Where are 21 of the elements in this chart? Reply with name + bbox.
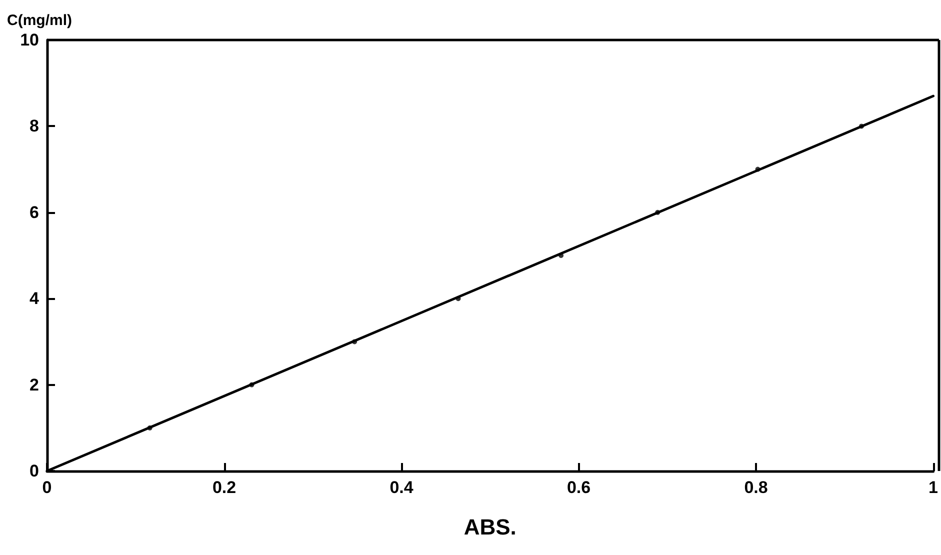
point (352, 339, 358, 344)
point (858, 124, 864, 129)
x-tick-label: 0.6 (566, 478, 591, 497)
point (755, 166, 760, 172)
y-tick-label: 0 (30, 462, 39, 480)
x-tick-label: 0.4 (390, 478, 414, 497)
y-tick-label: 6 (30, 202, 39, 222)
y-tick-label: 8 (30, 116, 39, 136)
y-tick-label: 4 (30, 289, 40, 308)
point (147, 425, 152, 430)
x-tick-label: 0 (42, 478, 52, 497)
x-tick-label: 1 (928, 478, 938, 497)
y-axis-title: C(mg/ml) (7, 12, 72, 29)
x-tick-label: 0.8 (744, 478, 768, 497)
point (249, 382, 254, 388)
point (655, 210, 660, 215)
x-axis-title: ABS. (464, 514, 516, 540)
x-tick-label: 0.2 (212, 478, 236, 497)
y-tick-label: 10 (20, 30, 39, 50)
y-tick-label: 2 (30, 375, 39, 394)
point (456, 296, 461, 302)
